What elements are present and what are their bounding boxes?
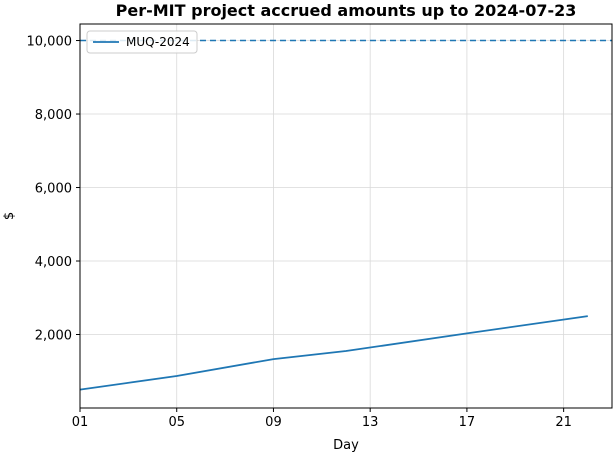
x-axis-label: Day <box>333 438 359 453</box>
x-axis: 01 05 09 13 17 21 <box>72 408 572 430</box>
y-axis: 2,000 4,000 6,000 8,000 10,000 <box>27 35 80 344</box>
legend-box <box>86 30 198 54</box>
chart-title: Per-MIT project accrued amounts up to 20… <box>116 1 577 20</box>
plot-frame <box>79 23 613 409</box>
legend-label: MUQ-2024 <box>126 35 190 49</box>
x-tick-label: 13 <box>362 415 379 430</box>
y-tick-label: 6,000 <box>35 182 72 197</box>
y-tick-label: 2,000 <box>35 329 72 344</box>
series-group <box>79 315 588 391</box>
y-tick-label: 10,000 <box>27 35 73 50</box>
x-tick-label: 05 <box>168 415 185 430</box>
x-tick-label: 01 <box>72 415 89 430</box>
x-tick-label: 17 <box>459 415 476 430</box>
x-tick-label: 09 <box>265 415 282 430</box>
y-tick-label: 4,000 <box>35 255 72 270</box>
y-tick-label: 8,000 <box>35 108 72 123</box>
series-line <box>79 315 588 391</box>
x-tick-label: 21 <box>555 415 572 430</box>
legend: MUQ-2024 <box>86 30 198 54</box>
y-axis-label: $ <box>2 212 17 220</box>
